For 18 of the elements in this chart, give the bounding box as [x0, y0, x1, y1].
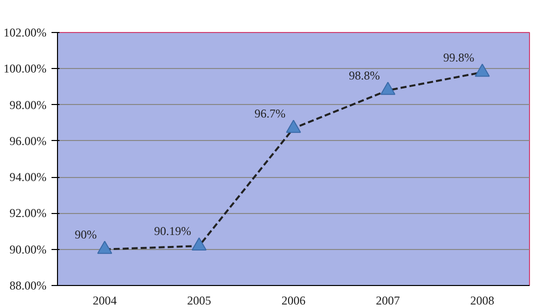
y-tick-label: 88.00% — [10, 278, 47, 292]
y-tick-label: 98.00% — [10, 98, 47, 112]
x-tick-label: 2004 — [92, 294, 117, 307]
x-tick-label: 2006 — [282, 294, 306, 307]
y-tick-label: 102.00% — [4, 26, 47, 40]
data-label: 96.7% — [254, 106, 286, 120]
y-tick-label: 90.00% — [10, 242, 47, 256]
y-tick-label: 96.00% — [10, 134, 47, 148]
x-tick-label: 2008 — [470, 294, 494, 307]
data-label: 99.8% — [443, 50, 474, 64]
y-tick-label: 100.00% — [4, 62, 47, 76]
x-tick-label: 2007 — [376, 294, 400, 307]
data-label: 90% — [74, 227, 97, 242]
data-label: 98.8% — [348, 68, 380, 82]
y-tick-label: 92.00% — [10, 206, 47, 220]
data-label: 90.19% — [154, 224, 192, 238]
x-tick-label: 2005 — [187, 294, 212, 307]
y-tick-label: 94.00% — [10, 170, 47, 184]
